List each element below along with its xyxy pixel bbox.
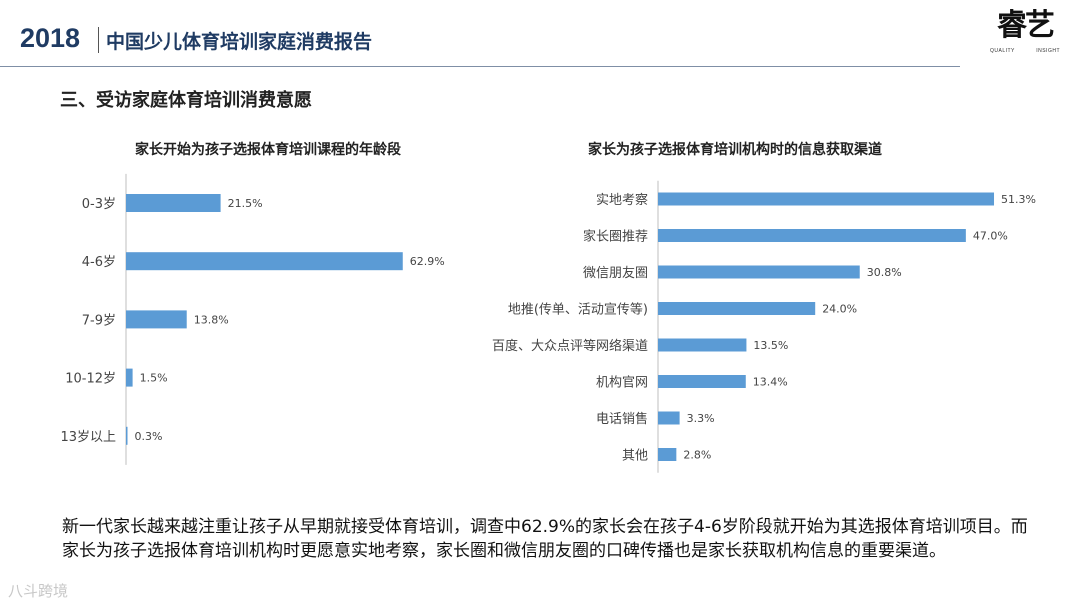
chart1-value-label: 24.0%: [822, 303, 857, 316]
header-rule: [0, 66, 960, 67]
chart1-value-label: 13.4%: [753, 376, 788, 389]
chart0-bar: [126, 368, 133, 387]
chart1-category-label: 实地考察: [596, 193, 648, 208]
watermark-text: 八斗跨境: [8, 582, 69, 600]
brand-logo: 睿艺 QUALITY INSIGHT: [990, 4, 1060, 64]
chart0-value-label: 0.3%: [135, 430, 163, 443]
chart0-value-label: 21.5%: [228, 197, 263, 210]
report-year: 2018: [20, 23, 81, 53]
chart1-value-label: 13.5%: [753, 339, 788, 352]
chart1-bar: [658, 192, 995, 206]
logo-mark: 睿艺: [997, 8, 1055, 43]
report-header: 2018 中国少儿体育培训家庭消费报告 睿艺 QUALITY INSIGHT: [0, 0, 1080, 76]
chart0-category-label: 4-6岁: [82, 255, 116, 270]
chart0-category-label: 0-3岁: [82, 197, 116, 212]
chart1-category-label: 其他: [622, 449, 648, 464]
section-title: 三、受访家庭体育培训消费意愿: [60, 90, 312, 111]
right-chart-title: 家长为孩子选报体育培训机构时的信息获取渠道: [588, 142, 882, 158]
chart0-value-label: 1.5%: [140, 372, 168, 385]
chart0-bar: [126, 426, 128, 445]
left-chart-title: 家长开始为孩子选报体育培训课程的年龄段: [135, 142, 401, 158]
chart0-category-label: 10-12岁: [65, 372, 116, 387]
logo-sub-right: INSIGHT: [1036, 48, 1060, 54]
chart1-value-label: 30.8%: [867, 266, 902, 279]
chart1-value-label: 3.3%: [687, 412, 715, 425]
chart1-bar: [658, 338, 747, 352]
chart1-bar: [658, 448, 677, 461]
chart1-bar: [658, 229, 966, 242]
logo-sub-left: QUALITY: [990, 48, 1015, 54]
chart1-bar: [658, 375, 746, 388]
report-title: 中国少儿体育培训家庭消费报告: [106, 31, 373, 53]
summary-text: 新一代家长越来越注重让孩子从早期就接受体育培训，调查中62.9%的家长会在孩子4…: [62, 517, 1028, 561]
chart0-value-label: 62.9%: [410, 255, 445, 268]
chart1-category-label: 地推(传单、活动宣传等): [508, 302, 648, 318]
chart1-category-label: 微信朋友圈: [583, 265, 648, 281]
chart0-value-label: 13.8%: [194, 313, 229, 326]
chart1-category-label: 电话销售: [596, 411, 648, 427]
chart0-bar: [126, 310, 187, 329]
header-divider: [98, 27, 99, 53]
chart1-bar: [658, 265, 860, 279]
chart0-category-label: 13岁以上: [60, 430, 116, 445]
chart1-category-label: 机构官网: [596, 375, 648, 391]
chart0-category-label: 7-9岁: [82, 313, 116, 328]
chart0-bar: [126, 194, 221, 212]
chart1-value-label: 51.3%: [1001, 193, 1036, 206]
chart1-bar: [658, 411, 680, 425]
chart1-value-label: 2.8%: [683, 449, 711, 462]
chart1-value-label: 47.0%: [973, 230, 1008, 243]
chart1-category-label: 家长圈推荐: [583, 229, 648, 245]
chart1-bar: [658, 302, 816, 315]
chart0-bar: [126, 252, 403, 271]
chart1-category-label: 百度、大众点评等网络渠道: [492, 338, 648, 354]
